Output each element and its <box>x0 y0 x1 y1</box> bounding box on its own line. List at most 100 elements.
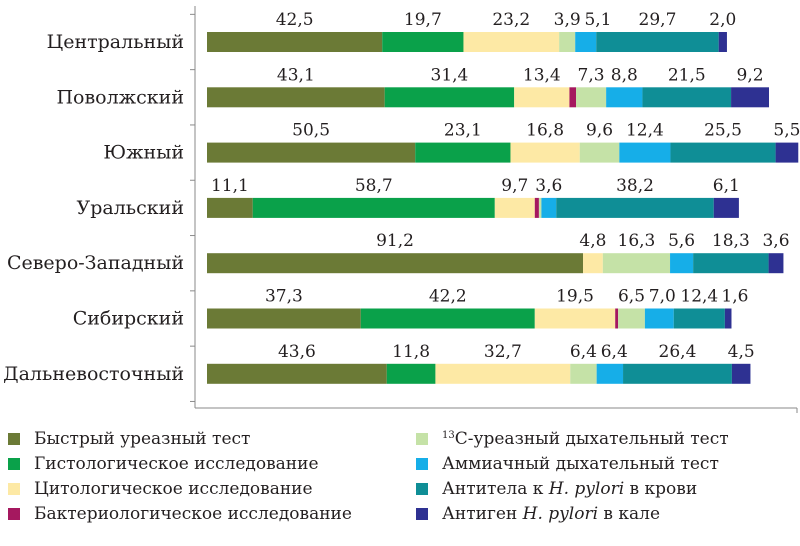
data-label: 7,0 <box>649 287 676 307</box>
data-label: 3,6 <box>535 176 562 196</box>
bar-segment <box>615 308 619 329</box>
data-label: 4,5 <box>728 342 755 362</box>
legend-swatch <box>416 457 428 470</box>
data-label: 8,8 <box>611 65 638 85</box>
bar-segment <box>642 87 732 108</box>
legend-swatch <box>8 507 20 520</box>
category-label: Южный <box>103 142 184 164</box>
legend-label-superscript: 13 <box>442 429 455 441</box>
legend-swatch <box>8 432 20 445</box>
bar-segment <box>731 363 751 384</box>
data-label: 2,0 <box>709 10 736 30</box>
data-label: 32,7 <box>484 342 522 362</box>
data-label: 43,6 <box>278 342 316 362</box>
category-label: Сибирский <box>73 308 184 330</box>
legend-label-prefix: Антитела к <box>442 478 549 499</box>
legend-label-italic: H. pylori <box>522 503 599 524</box>
bar-segment <box>207 142 416 163</box>
bar-segment <box>713 197 739 218</box>
data-label: 4,8 <box>579 231 606 251</box>
data-label: 13,4 <box>523 65 561 85</box>
data-label: 58,7 <box>355 176 393 196</box>
bar-segment <box>576 87 607 108</box>
legend-item: Антиген H. pylori в кале <box>416 501 729 526</box>
legend-item: Антитела к H. pylori в крови <box>416 476 729 501</box>
bar-segment <box>435 363 571 384</box>
data-label: 7,3 <box>578 65 605 85</box>
bar-segment <box>252 197 495 218</box>
data-label: 16,8 <box>526 121 564 141</box>
category-label: Поволжский <box>56 86 184 108</box>
bar-segment <box>510 142 580 163</box>
data-label: 3,6 <box>762 231 789 251</box>
data-label: 11,8 <box>392 342 430 362</box>
legend-label: Антитела к H. pylori в крови <box>442 479 697 499</box>
bar-segment <box>207 87 385 108</box>
legend-label: Аммиачный дыхательный тест <box>442 453 719 474</box>
data-label: 25,5 <box>704 121 742 141</box>
bar-segment <box>670 253 694 274</box>
legend-label: Антиген H. pylori в кале <box>442 504 660 524</box>
data-label: 5,6 <box>668 231 695 251</box>
data-label: 5,5 <box>773 121 800 141</box>
legend-column-left: Быстрый уреазный тест Гистологическое ис… <box>8 426 352 526</box>
bar-segment <box>538 197 542 218</box>
legend-label: Бактериологическое исследование <box>34 503 352 524</box>
bar-segment <box>360 308 535 329</box>
data-label: 42,5 <box>276 10 314 30</box>
bar-segment <box>596 363 624 384</box>
bar-segment <box>579 142 620 163</box>
data-label: 91,2 <box>376 231 414 251</box>
bar-segment <box>541 197 557 218</box>
bar-segment <box>207 32 383 52</box>
data-label: 16,3 <box>618 231 656 251</box>
bar-segment <box>207 197 253 218</box>
data-label: 43,1 <box>277 65 315 85</box>
stacked-bar-chart: Центральный 42,5 19,7 23,2 3,9 5,1 29,7 2,0 Пово… <box>3 6 800 413</box>
data-label: 21,5 <box>668 65 706 85</box>
bar-segment <box>596 32 719 52</box>
data-label: 6,4 <box>601 342 628 362</box>
bar-segment <box>382 32 464 52</box>
data-label: 5,1 <box>584 10 611 30</box>
bar-segment <box>384 87 515 108</box>
bar-segment <box>775 142 799 163</box>
bar-segment <box>570 363 597 384</box>
data-label: 12,4 <box>626 121 664 141</box>
data-label: 26,4 <box>659 342 697 362</box>
bar-segment <box>534 308 616 329</box>
legend-swatch <box>416 432 428 445</box>
bar-segment <box>494 197 535 218</box>
bar-segment <box>559 32 576 52</box>
data-label: 23,1 <box>444 121 482 141</box>
category-label: Уральский <box>77 197 184 219</box>
bar-segment <box>556 197 714 218</box>
data-label: 12,4 <box>680 287 718 307</box>
bar-segment <box>415 142 511 163</box>
data-label: 6,5 <box>618 287 645 307</box>
bar-segment <box>463 32 560 52</box>
bar-segment <box>534 197 539 218</box>
legend-item: Быстрый уреазный тест <box>8 426 352 451</box>
category-label: Северо-Западный <box>7 252 184 274</box>
bar-segment <box>619 142 671 163</box>
chart-legend: Быстрый уреазный тест Гистологическое ис… <box>0 426 800 546</box>
legend-label: Цитологическое исследование <box>34 478 313 499</box>
bar-segment <box>623 363 732 384</box>
legend-swatch <box>8 457 20 470</box>
data-label: 37,3 <box>265 287 303 307</box>
legend-label: Быстрый уреазный тест <box>34 428 251 449</box>
data-label: 38,2 <box>616 176 654 196</box>
data-label: 3,9 <box>554 10 581 30</box>
data-label: 6,1 <box>713 176 740 196</box>
legend-item: 13С-уреазный дыхательный тест <box>416 426 729 451</box>
bar-segment <box>207 363 387 384</box>
data-label: 19,5 <box>556 287 594 307</box>
bar-segment <box>575 32 597 52</box>
legend-swatch <box>8 482 20 495</box>
data-label: 1,6 <box>721 287 748 307</box>
data-label: 19,7 <box>404 10 442 30</box>
legend-label: 13С-уреазный дыхательный тест <box>442 429 729 449</box>
data-label: 42,2 <box>429 287 467 307</box>
bar-segment <box>670 142 776 163</box>
